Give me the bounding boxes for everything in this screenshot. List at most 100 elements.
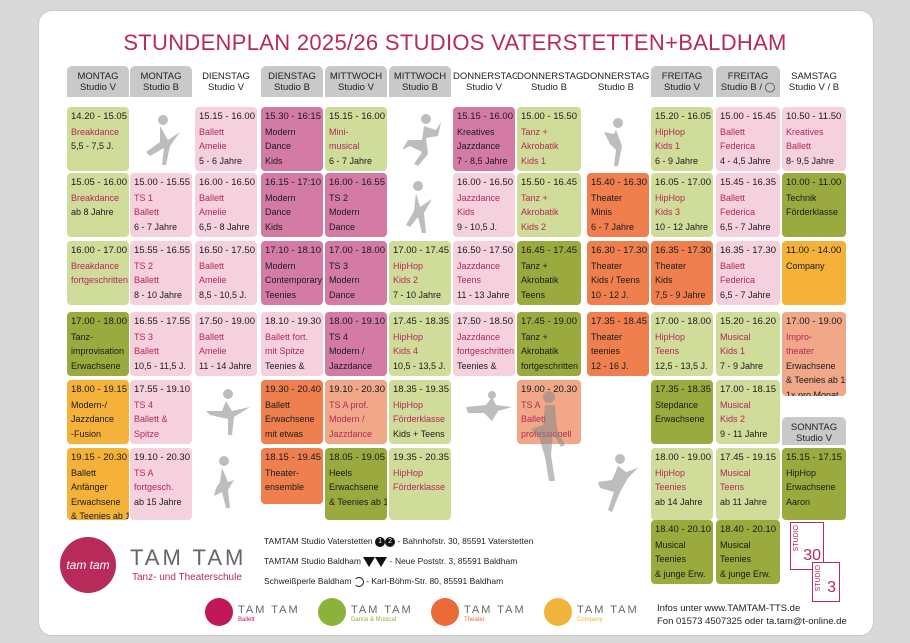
cell-line: ab 15 J. [655,581,709,584]
cell-line: Theater [591,260,623,271]
cell-line: Jazzdance [329,428,373,439]
cell-line: 15.00 - 15.50 [521,111,577,122]
cell-line: 5,5 - 7,5 J. [71,141,114,152]
cell-line: ab 15 Jahre [134,496,182,507]
cell-line: Musical [720,467,751,478]
cell-line: Kids + Teens [393,428,445,439]
cell-line: Ballett [199,331,225,342]
class-cell: 16.45 - 17.45 Tanz + Akrobatik Teens 9 - 11 … [517,241,581,305]
cell-line: Ballett fort. [265,331,309,342]
sublogo-name: TAM TAM [351,604,413,616]
cell-line: Stepdance [655,399,699,410]
class-cell: 18.35 - 19.35 HipHop Förderklasse Kids + Te… [389,380,451,444]
cell-line: Anfänger [71,482,108,493]
class-cell: 15.50 - 16.45 Tanz + Akrobatik Kids 2 7,5 - … [517,173,581,237]
sublogo-name: TAM TAM [577,604,639,616]
cell-line: HipHop [393,399,424,410]
class-cell: 14.20 - 15.05 Breakdance 5,5 - 7,5 J. [67,107,129,171]
cell-line: 15.15 - 16.00 [199,111,255,122]
cell-line: 16.50 - 17.50 [199,245,255,256]
class-cell: 18.00 - 19.15 Modern-/ Jazzdance -Fusion Erw… [67,380,129,444]
cell-line: Dance [265,141,292,152]
cell-line: junge Erw. ab 14 J. [265,373,323,376]
cell-line: Kreatives [457,126,495,137]
class-cell: 18.40 - 20.10 Musical Teenies & junge Erw. a… [716,520,780,584]
cell-line: Ballett [720,260,746,271]
cell-line: Ballett [199,260,225,271]
cell-line: Jazzdance [457,260,501,271]
cell-line: 9 - 11 Jahre [720,428,768,439]
cell-line: Dance [329,221,356,232]
cell-line: Modern / [329,414,365,425]
class-cell: 19.35 - 20.35 HipHop Förderklasse [389,448,451,520]
day-header: FREITAG Studio V [651,66,713,97]
sublogo-sub: Theater [464,617,485,623]
cell-line: Ballett [134,275,160,286]
class-cell: 15.20 - 16.05 HipHop Kids 1 6 - 9 Jahre [651,107,713,171]
cell-line: 17.45 - 18.35 [393,316,449,327]
cell-line: TS 1 [134,192,154,203]
cell-line: 6,5 - 8 Jahre [199,221,250,232]
page-title: STUNDENPLAN 2025/26 STUDIOS VATERSTETTEN… [123,30,787,55]
cell-line: 10.00 - 11.00 [786,177,842,188]
cell-line: Jazzdance [457,192,501,203]
cell-line: 14.20 - 15.05 [71,111,127,122]
class-cell: 17.45 - 19.00 Tanz + Akrobatik fortgeschrit… [517,312,581,376]
day-header: MITTWOCH Studio V [325,66,387,97]
class-cell: 17.45 - 19.15 Musical Teens ab 11 Jahre [716,448,780,520]
class-cell: 17.10 - 18.10 Modern Contemporary Teenies 10… [261,241,323,305]
cell-line: Teens [655,346,680,357]
cell-line: Ballett [521,414,547,425]
cell-line: junge Erw. [457,373,511,376]
cell-line: 15.20 - 16.05 [655,111,711,122]
cell-line: 6,5 - 7 Jahre [720,221,771,232]
class-cell: 19.15 - 20.30 Ballett Anfänger Erwachsene & … [67,448,129,520]
cell-line: Kids / Teens [591,275,640,286]
cell-line: 6 - 7 Jahre [329,155,373,166]
class-cell: 15.45 - 16.35 Ballett Federica 6,5 - 7 Jahr… [716,173,780,237]
class-cell: 17.55 - 19.10 TS 4 Ballett & Spitze 12 - 14 … [130,380,192,444]
cell-line: 16.00 - 16.50 [199,177,255,188]
cell-line: 18.05 - 19.05 [329,452,385,463]
cell-line: 7 - 8,5 Jahre [457,155,508,166]
cell-line: improvisation [71,346,125,357]
cell-line: 7 - 9 Jahre [720,360,764,371]
cell-line: 12 - 16 J. [591,360,629,371]
class-cell: 17.45 - 18.35 HipHop Kids 4 10,5 - 13,5 J. [389,312,451,376]
cell-line: Ballett [199,192,225,203]
cell-line: Teens [521,289,546,300]
cell-line: Vorkenntnis [265,441,319,444]
cell-line: Kids 1 [655,141,681,152]
class-cell: 18.00 - 19.00 HipHop Teenies ab 14 Jahre [651,448,713,520]
cell-line: Modern [265,192,296,203]
cell-line: Teens [457,275,482,286]
class-cell: 18.05 - 19.05 Heels Erwachsene & Teenies ab… [325,448,387,520]
cell-line: 17.00 - 18.00 [71,316,127,327]
cell-line: 16.15 - 17:10 [265,177,321,188]
cell-line: 17.10 - 18.10 [265,245,321,256]
cell-line: Minis [591,207,613,218]
class-cell: 17.35 - 18.35 Stepdance Erwachsene [651,380,713,444]
cell-line: TS A [521,399,541,410]
class-cell: 15.40 - 16.30 Theater Minis 6 - 7 Jahre [587,173,649,237]
cell-line: 18.40 - 20.10 [655,524,711,535]
cell-line: 10 - 12 Jahre [655,221,709,232]
cell-line: Technik [786,192,817,203]
cell-line: Kids [457,207,475,218]
sublogo-icon [431,598,459,626]
sublogo-icon [544,598,572,626]
cell-line: Ballett [71,467,97,478]
cell-line: ab 11 Jahre [720,496,767,507]
cell-line: 17.00 - 18.00 [329,245,385,256]
cell-line: 19.30 - 20.40 [265,384,321,395]
sublogo-sub: Ballett [238,617,255,623]
cell-line: Theater- [265,467,300,478]
dancer-silhouette-4 [604,118,623,166]
class-cell: 15.00 - 15.55 TS 1 Ballett 6 - 7 Jahre [130,173,192,237]
cell-line: musical [329,141,360,152]
cell-line: 16.35 - 17.30 [655,245,711,256]
class-cell: 10.50 - 11.50 Kreatives Ballett 8- 9,5 Jahr… [782,107,846,171]
cell-line: 10,5 - 14 J. [265,302,319,305]
cell-line: Breakdance [71,192,120,203]
cell-line: Breakdance [71,260,120,271]
